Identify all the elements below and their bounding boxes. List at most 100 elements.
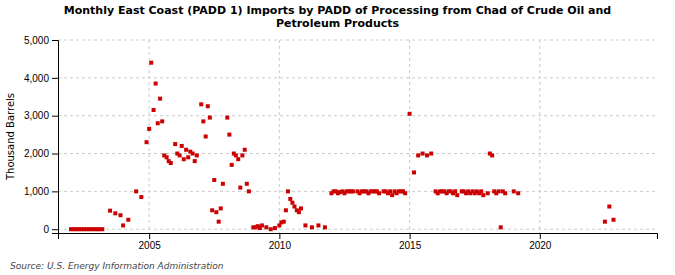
point [297, 210, 301, 214]
point [390, 193, 394, 197]
x-tick-label: 2005 [139, 240, 162, 251]
grid-line [58, 40, 657, 41]
point [284, 208, 288, 212]
point [260, 223, 264, 227]
point [169, 161, 173, 165]
y-tick: 1,000 [24, 186, 58, 197]
point [421, 152, 425, 156]
point [479, 189, 483, 193]
point [499, 225, 503, 229]
y-tick-label: 0 [43, 224, 49, 235]
point [145, 140, 149, 144]
point [180, 144, 184, 148]
point [199, 102, 203, 106]
point [503, 191, 507, 195]
grid-line [539, 40, 540, 233]
point [243, 148, 247, 152]
y-tick: 5,000 [24, 35, 58, 46]
point [217, 220, 221, 224]
point [416, 153, 420, 157]
point [607, 205, 611, 209]
point [208, 116, 212, 120]
point [165, 155, 169, 159]
y-tick: 4,000 [24, 73, 58, 84]
title-line: Monthly East Coast (PADD 1) Imports by P… [64, 4, 611, 17]
point [316, 223, 320, 227]
grid-line [58, 229, 657, 230]
x-tick-mark [149, 233, 150, 239]
point [512, 189, 516, 193]
point [303, 223, 307, 227]
point [147, 127, 151, 131]
grid [58, 40, 657, 233]
point [221, 182, 225, 186]
point [234, 153, 238, 157]
title: Monthly East Coast (PADD 1) Imports by P… [64, 4, 611, 30]
y-tick-mark [52, 78, 58, 79]
x-tick-label: 2020 [529, 240, 552, 251]
y-tick-mark [52, 116, 58, 117]
point [191, 152, 195, 156]
points [69, 61, 615, 232]
point [206, 104, 210, 108]
y-tick-mark [52, 229, 58, 230]
y-tick-mark [52, 154, 58, 155]
point [455, 193, 459, 197]
point [193, 159, 197, 163]
point [173, 142, 177, 146]
point [113, 211, 117, 215]
point [236, 157, 240, 161]
x-tick-mark [279, 233, 280, 239]
x-tick: 2010 [269, 233, 292, 251]
point [269, 227, 273, 231]
grid-line [58, 153, 657, 154]
point [152, 108, 156, 112]
point [149, 61, 153, 65]
point [412, 170, 416, 174]
point [158, 97, 162, 101]
point [154, 82, 158, 86]
point [126, 218, 130, 222]
point [292, 205, 296, 209]
y-axis: 0 1,000 2,000 3,000 4,000 5,000 [24, 35, 59, 235]
y-tick-label: 2,000 [24, 148, 49, 159]
point [182, 157, 186, 161]
point [214, 210, 218, 214]
point [212, 178, 216, 182]
point [119, 213, 123, 217]
point [186, 155, 190, 159]
point [100, 227, 104, 231]
point [247, 189, 251, 193]
point [227, 133, 231, 137]
point [219, 206, 223, 210]
point [612, 218, 616, 222]
point [139, 195, 143, 199]
x-tick: 2005 [139, 233, 162, 251]
point [288, 197, 292, 201]
y-tick: 0 [43, 224, 58, 235]
point [603, 220, 607, 224]
point [516, 191, 520, 195]
x-axis-line [59, 234, 658, 240]
x-axis: 2005201020152020 [59, 233, 658, 251]
y-tick: 2,000 [24, 148, 58, 159]
point [429, 152, 433, 156]
point [490, 153, 494, 157]
point [299, 206, 303, 210]
point [184, 148, 188, 152]
y-tick-label: 4,000 [24, 73, 49, 84]
point [230, 163, 234, 167]
grid-line [58, 115, 657, 116]
source: Source: U.S. Energy Information Administ… [10, 261, 224, 271]
point [351, 189, 355, 193]
title-line: Petroleum Products [276, 17, 400, 30]
y-tick: 3,000 [24, 110, 58, 121]
y-tick-mark [52, 40, 58, 41]
x-tick-mark [540, 233, 541, 239]
point [201, 119, 205, 123]
point [290, 201, 294, 205]
grid-line [58, 77, 657, 78]
y-tick-mark [52, 191, 58, 192]
point [134, 189, 138, 193]
x-tick-mark [410, 233, 411, 239]
